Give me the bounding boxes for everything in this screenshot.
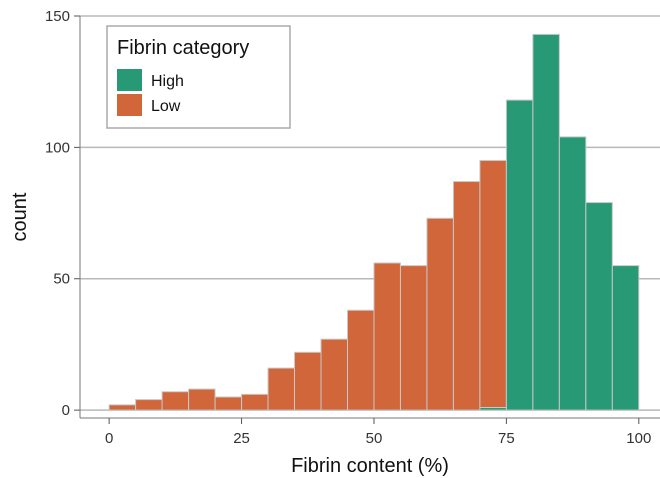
y-tick-label: 50 xyxy=(53,271,70,288)
bar-low xyxy=(320,338,348,411)
bar-high xyxy=(585,202,613,411)
legend-swatch-high xyxy=(117,69,142,91)
legend: Fibrin category High Low xyxy=(106,25,291,129)
bar-high xyxy=(611,265,640,411)
bar-low xyxy=(479,160,507,408)
bar-low xyxy=(399,265,428,411)
bar-high xyxy=(532,33,560,411)
bar-low xyxy=(161,391,190,411)
bar-low xyxy=(108,404,137,411)
bar-low xyxy=(426,217,454,411)
bar-low xyxy=(452,181,481,411)
legend-swatch-low xyxy=(117,94,142,116)
legend-label-high: High xyxy=(151,73,184,90)
bar-low xyxy=(214,396,243,411)
legend-title: Fibrin category xyxy=(117,37,249,59)
bar-low xyxy=(294,351,322,411)
x-tick-label: 0 xyxy=(105,430,113,447)
y-tick-label: 150 xyxy=(45,8,70,25)
y-tick-label: 0 xyxy=(62,402,70,419)
bar-high xyxy=(558,136,587,411)
histogram-bars xyxy=(108,33,640,411)
bar-low xyxy=(373,262,401,411)
bar-low xyxy=(267,367,296,411)
bar-high xyxy=(505,99,534,411)
y-tick-label: 100 xyxy=(45,139,70,156)
legend-items: High Low xyxy=(117,69,184,116)
legend-label-low: Low xyxy=(151,98,181,115)
x-tick-label: 50 xyxy=(366,430,383,447)
x-axis-title: Fibrin content (%) xyxy=(291,455,449,477)
x-tick-label: 100 xyxy=(626,430,651,447)
bar-low xyxy=(188,388,216,411)
x-tick-label: 75 xyxy=(498,430,515,447)
bar-low xyxy=(135,399,163,411)
x-tick-label: 25 xyxy=(233,430,250,447)
axes: 0 50 100 150 0 25 50 75 100 xyxy=(45,8,660,447)
bar-low xyxy=(241,393,269,411)
y-axis-title: count xyxy=(9,192,31,241)
bar-low xyxy=(346,309,375,411)
